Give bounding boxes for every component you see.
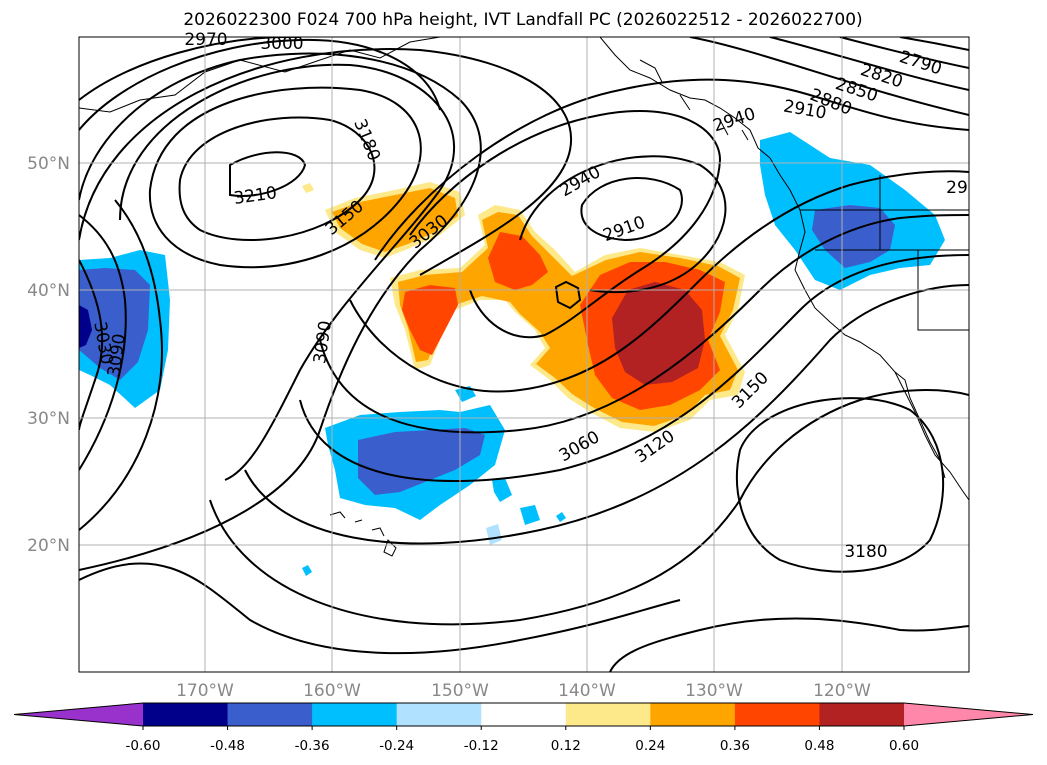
hawaiian-islands xyxy=(329,511,397,557)
ivt-positive-north-lobe xyxy=(488,232,548,290)
height-contours xyxy=(79,37,969,672)
colorbar-tick-label: 0.36 xyxy=(720,738,750,754)
ivt-negative-core-central xyxy=(358,428,485,495)
latitude-labels: 50°N 40°N 30°N 20°N xyxy=(27,154,70,556)
colorbar: -0.60 -0.48 -0.36 -0.24 -0.12 0.12 0.24 0.36 0.4… xyxy=(13,702,1034,754)
ivt-positive-west-lobe xyxy=(402,285,458,355)
colorbar-tick-label: -0.36 xyxy=(295,738,330,754)
colorbar-segment xyxy=(312,703,398,726)
north-america-coastline xyxy=(769,157,969,501)
gulf-of-alaska-islands xyxy=(639,59,749,141)
height-contour xyxy=(319,214,969,434)
longitude-label-140w: 140°W xyxy=(558,681,616,701)
height-contour xyxy=(554,280,582,310)
contour-label: 3000 xyxy=(260,34,303,54)
map-panel: 2970 3000 3180 3210 3150 3030 2940 2910 … xyxy=(78,30,970,673)
height-contour xyxy=(519,155,727,294)
contour-label: 3180 xyxy=(844,542,887,562)
colorbar-tick-label: 0.60 xyxy=(889,738,919,754)
colorbar-segment xyxy=(481,703,567,726)
ivt-negative-blob-2 xyxy=(492,478,512,502)
map-background xyxy=(79,37,969,672)
height-contour xyxy=(839,37,969,69)
height-contour xyxy=(409,110,722,339)
colorbar-segment xyxy=(734,703,820,726)
colorbar-segment xyxy=(819,703,905,726)
height-contour xyxy=(899,37,969,51)
ivt-negative-core-west xyxy=(79,268,150,380)
colorbar-tick-label: -0.12 xyxy=(464,738,499,754)
height-contour xyxy=(79,562,681,655)
longitude-label-150w: 150°W xyxy=(431,681,489,701)
height-contour xyxy=(349,170,969,393)
ivt-negative-max-west xyxy=(79,305,92,348)
colorbar-tick-label: -0.24 xyxy=(379,738,414,754)
height-contour xyxy=(769,37,969,91)
longitude-label-130w: 130°W xyxy=(685,681,743,701)
height-contour xyxy=(79,199,163,531)
colorbar-extend-low xyxy=(14,703,143,726)
longitude-label-170w: 170°W xyxy=(176,681,234,701)
latitude-label-40n: 40°N xyxy=(27,281,70,301)
longitude-labels: 170°W 160°W 150°W 140°W 130°W 120°W xyxy=(176,681,871,701)
colorbar-segment xyxy=(396,703,482,726)
longitude-label-120w: 120°W xyxy=(813,681,871,701)
ivt-positive-shading xyxy=(302,182,745,432)
latitude-label-30n: 30°N xyxy=(27,409,70,429)
ivt-positive-max xyxy=(612,282,705,385)
colorbar-tick-label: -0.48 xyxy=(210,738,245,754)
colorbar-tick-label: 0.24 xyxy=(635,738,665,754)
colorbar-segment xyxy=(650,703,736,726)
map-frame xyxy=(78,36,970,673)
contour-label: 29 xyxy=(946,178,968,198)
ivt-positive-dot xyxy=(302,183,314,193)
height-contour xyxy=(689,37,969,116)
colorbar-extend-high xyxy=(904,703,1033,726)
latitude-label-50n: 50°N xyxy=(27,154,70,174)
height-contour xyxy=(148,86,422,269)
ivt-negative-blob-6 xyxy=(556,512,566,522)
height-contour xyxy=(244,284,969,545)
height-contour xyxy=(79,48,573,276)
height-contour xyxy=(178,116,376,241)
ivt-positive-core-north xyxy=(332,188,458,252)
longitude-label-160w: 160°W xyxy=(303,681,361,701)
colorbar-segment xyxy=(227,703,313,726)
ivt-negative-blob-5 xyxy=(302,565,312,576)
height-contour xyxy=(229,151,307,197)
contour-label: 2970 xyxy=(184,30,227,50)
height-contour xyxy=(736,397,945,573)
map-title: 2026022300 F024 700 hPa height, IVT Land… xyxy=(183,10,862,30)
colorbar-segment xyxy=(565,703,651,726)
height-contour xyxy=(79,214,127,471)
colorbar-segment xyxy=(143,703,229,726)
height-contour xyxy=(119,63,456,481)
height-contour xyxy=(580,177,683,242)
graticule xyxy=(79,37,969,672)
colorbar-tick-label: -0.60 xyxy=(126,738,161,754)
ivt-negative-blob-3 xyxy=(520,505,540,525)
latitude-label-20n: 20°N xyxy=(27,536,70,556)
colorbar-tick-label: 0.12 xyxy=(551,738,581,754)
height-contour xyxy=(79,52,482,571)
height-contour xyxy=(374,78,969,261)
height-contour xyxy=(299,254,969,482)
height-contour xyxy=(609,617,969,672)
colorbar-tick-label: 0.48 xyxy=(804,738,834,754)
state-boundaries xyxy=(800,175,969,331)
ivt-negative-core-east xyxy=(812,205,895,268)
